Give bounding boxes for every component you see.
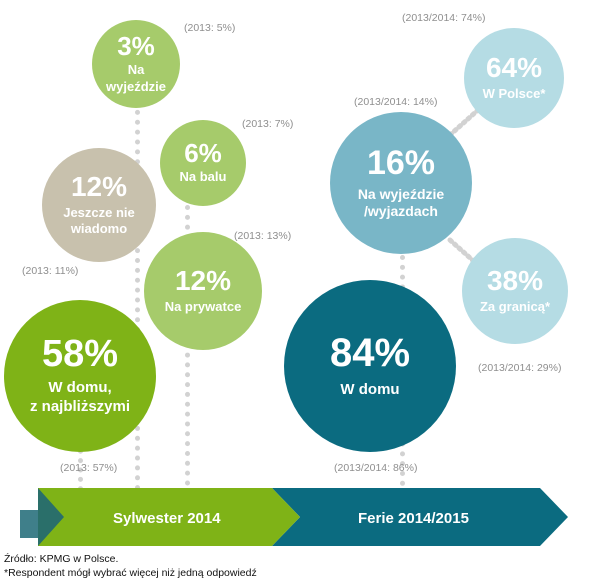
timeline-stub	[20, 510, 40, 538]
previous-year-value: (2013: 5%)	[184, 22, 236, 34]
bubble-percent: 16%	[366, 143, 436, 182]
bubble-jeszcze-nie-wiadomo: 12% Jeszcze nie wiadomo	[42, 148, 156, 262]
bubble-w-domu-sylwester: 58% W domu, z najbliższymi	[4, 300, 156, 452]
guide-line	[185, 205, 190, 535]
bubble-label: Na wyjeździe /wyjazdach	[357, 185, 445, 220]
timeline-start-chevron	[38, 488, 64, 546]
previous-year-value: (2013: 7%)	[242, 118, 294, 130]
bubble-label: Za granicą*	[479, 298, 551, 314]
previous-year-value: (2013/2014: 86%)	[334, 462, 418, 474]
bubble-percent: 64%	[485, 51, 543, 83]
previous-year-value: (2013/2014: 14%)	[354, 96, 438, 108]
bubble-percent: 6%	[184, 138, 222, 169]
bubble-percent: 58%	[41, 333, 119, 376]
bubble-label: Na wyjeździe	[106, 62, 166, 94]
previous-year-value: (2013/2014: 74%)	[402, 12, 486, 24]
bubble-percent: 84%	[329, 330, 411, 375]
previous-year-value: (2013/2014: 29%)	[478, 362, 562, 374]
source-note: Źródło: KPMG w Polsce.	[4, 553, 119, 565]
bubble-percent: 12%	[174, 264, 232, 296]
guide-line	[78, 430, 83, 510]
previous-year-value: (2013: 13%)	[234, 230, 292, 242]
bubble-label: Na balu	[179, 169, 227, 185]
bubble-na-balu: 6% Na balu	[160, 120, 246, 206]
bubble-w-domu-ferie: 84% W domu	[284, 280, 456, 452]
ferie-label: Ferie 2014/2015	[358, 510, 469, 527]
bubble-percent: 3%	[117, 31, 155, 62]
bubble-label: Na prywatce	[164, 298, 242, 314]
bubble-label: W domu	[340, 380, 400, 398]
bubble-percent: 12%	[70, 170, 128, 202]
bubble-w-polsce: 64% W Polsce*	[464, 28, 564, 128]
bubble-percent: 38%	[486, 264, 544, 296]
sylwester-label: Sylwester 2014	[113, 510, 221, 527]
bubble-label: W domu, z najbliższymi	[29, 379, 131, 415]
respondent-note: *Respondent mógł wybrać więcej niż jedną…	[4, 567, 257, 579]
bubble-na-prywatce: 12% Na prywatce	[144, 232, 262, 350]
previous-year-value: (2013: 57%)	[60, 462, 118, 474]
previous-year-value: (2013: 11%)	[22, 265, 79, 277]
sylwester-segment	[38, 488, 300, 546]
guide-line	[135, 100, 140, 540]
ferie-segment	[272, 488, 568, 546]
bubble-na-wyjezdzie: 3% Na wyjeździe	[92, 20, 180, 108]
bubble-za-granica: 38% Za granicą*	[462, 238, 568, 344]
bubble-label: W Polsce*	[482, 85, 546, 101]
bubble-label: Jeszcze nie wiadomo	[63, 204, 135, 236]
bubble-na-wyjezdzie-ferie: 16% Na wyjeździe /wyjazdach	[330, 112, 472, 254]
